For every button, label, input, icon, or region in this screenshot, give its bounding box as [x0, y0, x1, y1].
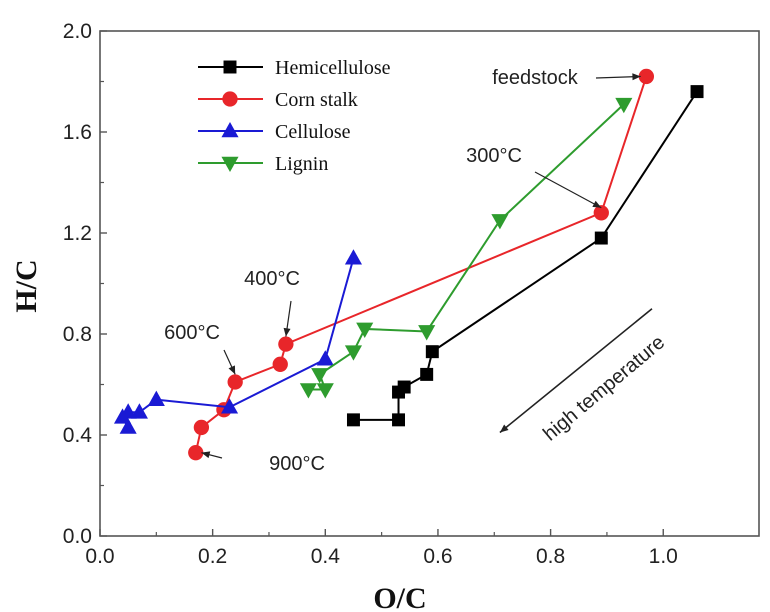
annotation-feedstock: feedstock	[492, 67, 641, 89]
series-cellulose	[113, 249, 363, 434]
arrow-head	[283, 327, 291, 337]
legend-item-cellulose: Cellulose	[198, 121, 351, 143]
legend-item-hemicellulose: Hemicellulose	[198, 57, 391, 79]
data-point-hemicellulose	[392, 385, 406, 399]
annotation-label: 400°C	[244, 268, 300, 290]
annotation-label: 600°C	[164, 322, 220, 344]
series-line-hemicellulose	[353, 91, 698, 421]
legend-label: Cellulose	[275, 121, 351, 143]
arrow-head	[228, 365, 236, 375]
legend: Hemicellulose Corn stalk Cellulose Lignin	[198, 57, 391, 175]
data-point-lignin	[316, 383, 334, 399]
annotation-label: 300°C	[466, 145, 522, 167]
x-tick-label: 0.0	[85, 545, 114, 568]
data-point-hemicellulose	[392, 413, 406, 427]
series-hemicellulose	[346, 85, 704, 427]
data-point-corn-stalk	[188, 445, 204, 461]
data-point-cellulose	[113, 408, 132, 424]
data-point-lignin	[615, 97, 633, 114]
arrow-head	[592, 200, 602, 208]
x-tick-label: 0.6	[423, 545, 452, 568]
data-point-cellulose	[147, 390, 165, 406]
arrow-head	[632, 73, 641, 81]
data-point-hemicellulose	[420, 367, 434, 381]
annotation-900-c: 900°C	[201, 451, 325, 475]
legend-item-corn-stalk: Corn stalk	[198, 89, 358, 111]
data-point-hemicellulose	[594, 231, 608, 245]
annotation-label: 900°C	[269, 453, 325, 475]
x-tick-label: 0.2	[198, 545, 227, 568]
y-tick-label: 2.0	[63, 20, 92, 43]
data-point-cellulose	[344, 249, 363, 265]
legend-marker	[223, 60, 237, 74]
data-point-corn-stalk	[193, 419, 210, 436]
data-point-lignin	[356, 322, 374, 338]
y-tick-label: 1.2	[63, 222, 92, 245]
y-axis: 0.0 0.4 0.8 1.2 1.6 2.0	[63, 20, 107, 548]
legend-marker	[221, 156, 239, 172]
data-point-hemicellulose	[690, 85, 704, 99]
data-point-lignin	[311, 368, 329, 384]
data-point-corn-stalk	[227, 374, 243, 390]
x-tick-label: 0.8	[536, 545, 565, 568]
x-tick-label: 0.4	[311, 545, 341, 568]
data-point-cellulose	[130, 403, 148, 419]
annotation-high-temperature: high temperature	[499, 308, 669, 445]
y-tick-label: 0.8	[63, 323, 92, 346]
data-point-cellulose	[220, 398, 239, 414]
legend-label: Hemicellulose	[275, 57, 391, 79]
x-axis: 0.0 0.2 0.4 0.6 0.8 1.0	[85, 529, 678, 568]
x-tick-label: 1.0	[649, 545, 678, 568]
annotation-300-c: 300°C	[466, 145, 602, 209]
annotation-label: feedstock	[492, 67, 579, 89]
annotation-arrow	[499, 308, 653, 434]
y-axis-title: H/C	[10, 259, 43, 312]
y-tick-label: 0.0	[63, 525, 92, 548]
data-point-cellulose	[119, 418, 137, 434]
y-tick-label: 0.4	[63, 424, 93, 447]
data-point-lignin	[491, 214, 509, 230]
data-point-lignin	[299, 383, 317, 399]
series-layer	[113, 68, 704, 461]
series-lignin	[299, 97, 633, 399]
legend-label: Corn stalk	[275, 89, 358, 111]
legend-marker	[222, 91, 238, 107]
annotation-arrow	[534, 171, 602, 209]
annotation-layer: feedstock 300°C 400°C 600°C 900°C high temper…	[164, 67, 669, 475]
data-point-corn-stalk	[638, 68, 655, 85]
annotation-400-c: 400°C	[244, 268, 300, 337]
legend-label: Lignin	[275, 153, 328, 175]
data-point-corn-stalk	[278, 336, 294, 352]
data-point-lignin	[418, 325, 436, 341]
annotation-600-c: 600°C	[164, 322, 236, 375]
legend-item-lignin: Lignin	[198, 153, 328, 175]
data-point-corn-stalk	[272, 356, 288, 372]
data-point-hemicellulose	[425, 345, 439, 359]
data-point-lignin	[344, 345, 363, 361]
x-axis-title: O/C	[373, 582, 426, 612]
legend-marker	[221, 122, 239, 138]
data-point-cellulose	[316, 350, 334, 366]
data-point-corn-stalk	[593, 205, 609, 221]
arrow-head	[499, 424, 509, 433]
y-tick-label: 1.6	[63, 121, 92, 144]
data-point-hemicellulose	[346, 413, 360, 427]
arrow-head	[201, 451, 211, 459]
